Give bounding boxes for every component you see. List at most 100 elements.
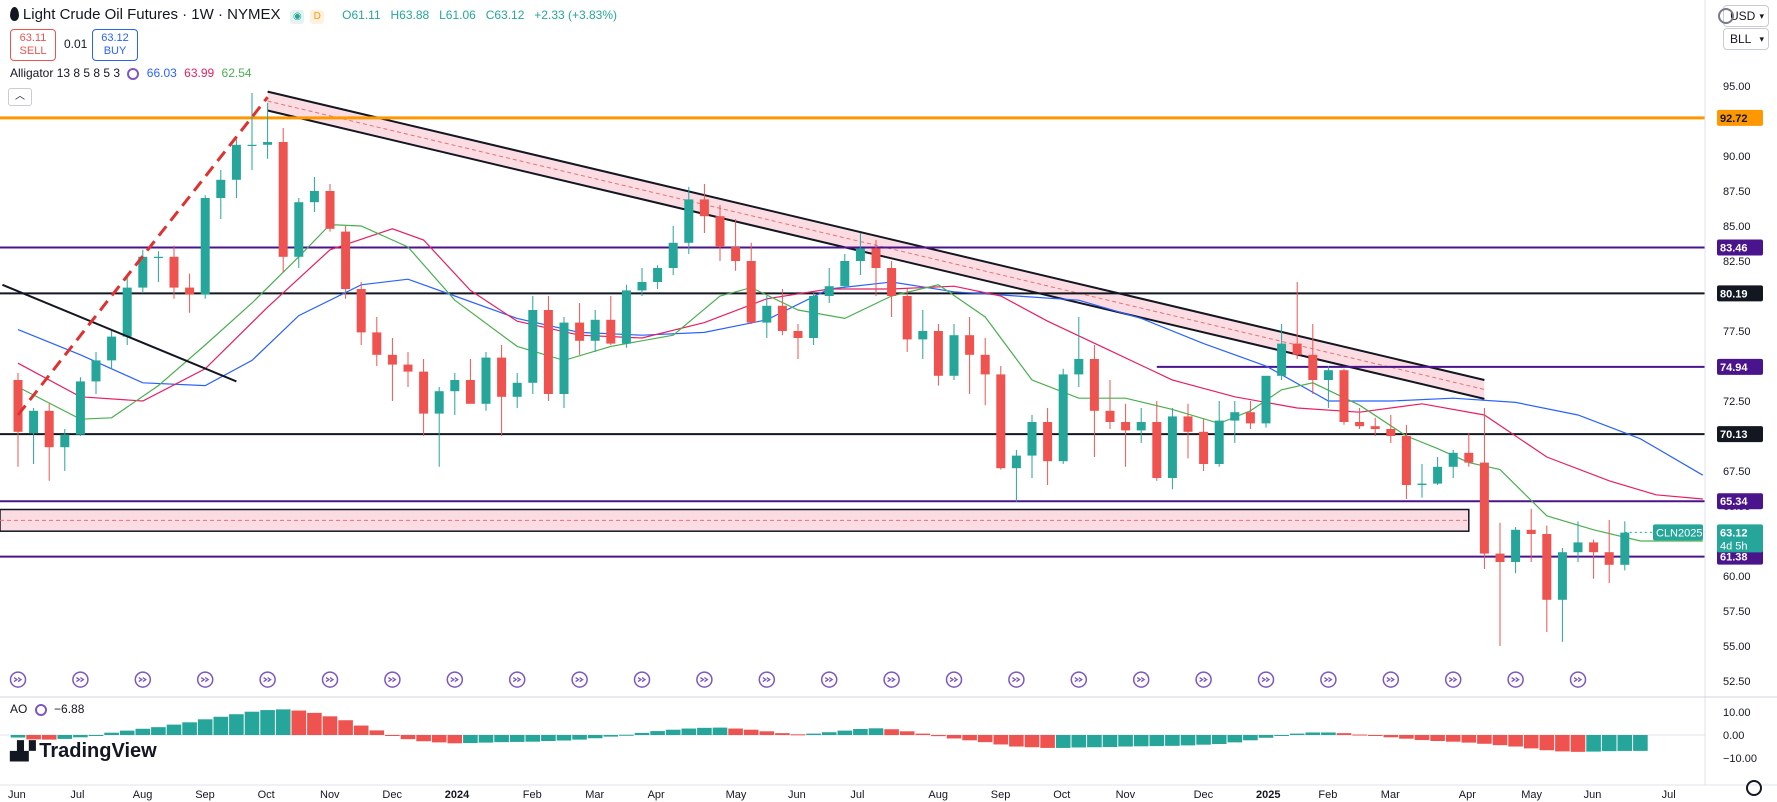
candle-body — [263, 142, 273, 145]
x-tick-label: Apr — [648, 789, 665, 801]
settings-icon[interactable] — [1718, 8, 1734, 24]
buy-button[interactable]: 63.12 BUY — [92, 29, 138, 61]
candle-body — [107, 336, 117, 361]
x-tick-label: Feb — [523, 789, 542, 801]
y-tick-label: 55.00 — [1723, 641, 1751, 653]
x-tick-label: Aug — [928, 789, 948, 801]
y-tick-label: 90.00 — [1723, 151, 1751, 163]
event-marker-icon — [1008, 671, 1025, 688]
candle-body — [699, 199, 709, 217]
ao-name[interactable]: AO — [10, 702, 28, 716]
ao-bar — [400, 735, 416, 740]
price-labels: 92.72 83.46 80.19 74.94 70.13 65.34 61.38 CLN20… — [1624, 109, 1763, 565]
candle-body — [1448, 452, 1458, 467]
event-marker-arrow — [388, 677, 397, 683]
ao-bar — [1024, 735, 1040, 748]
x-tick-label: May — [726, 789, 747, 801]
ao-bar — [1461, 735, 1477, 743]
ao-bar — [1430, 735, 1445, 741]
candle-body — [980, 354, 990, 375]
ao-bar — [1523, 735, 1539, 749]
symbol-title[interactable]: Light Crude Oil Futures · 1W · NYMEX — [22, 6, 281, 23]
level-price-label-bg — [1717, 109, 1763, 126]
level-price-label: 92.72 — [1720, 113, 1748, 125]
candle-body — [575, 322, 585, 341]
event-marker-arrow — [1511, 677, 1520, 683]
candle-body — [309, 191, 319, 203]
ao-bar — [1352, 734, 1367, 736]
candle-body — [809, 296, 819, 338]
candle-body — [1245, 412, 1255, 424]
ao-bar — [151, 727, 166, 735]
candle-body — [1292, 343, 1302, 355]
sell-button[interactable]: 63.11 SELL — [10, 29, 56, 61]
level-price-label-bg — [1717, 358, 1763, 375]
candle-body — [1323, 370, 1333, 380]
ao-tick-label: −10.00 — [1723, 753, 1757, 765]
candle-body — [497, 357, 507, 397]
x-tick-label: 2025 — [1256, 789, 1280, 801]
candle-body — [1479, 462, 1489, 554]
ao-bar — [634, 732, 650, 735]
event-marker-arrow — [200, 677, 210, 683]
event-marker-icon — [9, 671, 27, 688]
candle-body — [715, 216, 725, 247]
candle-body — [1620, 532, 1630, 565]
event-marker-arrow — [762, 677, 771, 683]
currency-select[interactable]: USD ▾ — [1723, 5, 1769, 27]
event-marker-arrow — [450, 677, 459, 683]
event-marker-arrow — [1012, 677, 1021, 683]
ao-bar — [213, 716, 229, 735]
zones-layer — [0, 90, 1485, 532]
ao-bar — [1633, 735, 1648, 751]
event-marker-arrow — [1199, 677, 1208, 683]
y-tick-label: 52.50 — [1723, 676, 1751, 688]
ao-value: −6.88 — [54, 702, 85, 716]
ohlc-high: H63.88 — [390, 8, 430, 22]
x-tick-label: 2024 — [445, 789, 470, 801]
candle-body — [1199, 431, 1209, 464]
event-marker-icon — [1569, 671, 1587, 688]
y-tick-label: 60.00 — [1723, 571, 1751, 583]
ao-bar — [229, 714, 244, 735]
x-tick-label: Sep — [195, 789, 215, 801]
level-price-label-bg — [1717, 426, 1763, 443]
jaw-value: 66.03 — [146, 66, 177, 80]
candle-body — [1604, 552, 1614, 565]
y-tick-label: 67.50 — [1723, 466, 1751, 478]
candle-body — [356, 289, 366, 333]
candle-body — [824, 286, 834, 296]
chart-settings-icon[interactable] — [1746, 780, 1762, 796]
ao-bar — [1211, 735, 1227, 744]
candle-body — [1573, 542, 1583, 553]
candle-body — [44, 410, 54, 448]
ao-bar — [1321, 732, 1336, 735]
indicator-name[interactable]: Alligator 13 8 5 8 5 3 — [10, 66, 121, 80]
level-price-label-bg — [1717, 548, 1763, 565]
ao-bar — [603, 735, 619, 737]
candle-body — [1417, 483, 1427, 485]
event-marker-arrow — [1324, 677, 1333, 683]
ao-bar — [1227, 735, 1243, 743]
unit-select[interactable]: BLL ▾ — [1723, 28, 1769, 50]
event-marker-icon — [384, 671, 401, 688]
ao-bar — [728, 728, 743, 735]
eye-icon[interactable]: ◉ — [290, 10, 305, 24]
ao-bar — [353, 725, 369, 735]
event-marker-arrow — [1386, 677, 1395, 683]
current-price-label: 63.12 — [1720, 527, 1748, 539]
candle-body — [793, 331, 803, 338]
candle-body — [247, 144, 257, 146]
ao-layer — [0, 709, 1705, 752]
candle-body — [1152, 422, 1162, 478]
candle-body — [169, 256, 179, 288]
indicator-settings-icon[interactable] — [127, 68, 140, 80]
ao-bar — [275, 709, 291, 735]
collapse-button[interactable]: ︿ — [8, 88, 32, 106]
y-tick-label: 95.00 — [1723, 81, 1751, 93]
spread: 0.01 — [64, 37, 88, 51]
ao-settings-icon[interactable] — [34, 704, 47, 716]
ao-bar — [338, 720, 353, 735]
candle-body — [996, 374, 1006, 469]
